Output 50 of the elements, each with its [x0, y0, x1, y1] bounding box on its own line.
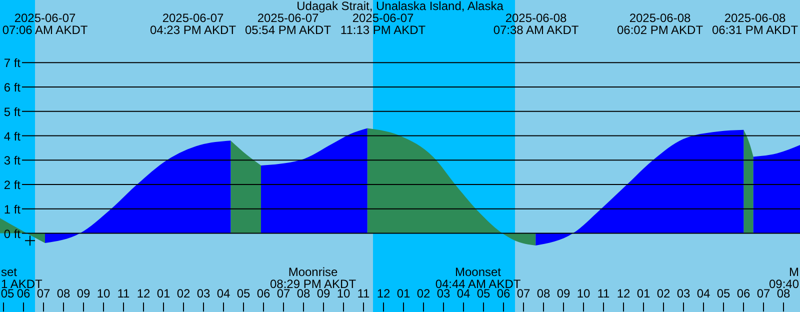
- y-tick-label: 2 ft: [4, 178, 22, 192]
- annotation: 2025-06-07 11:13 PM AKDT: [340, 11, 426, 37]
- x-tick-label: 03: [676, 286, 690, 300]
- y-tick-label: 1 ft: [4, 202, 22, 216]
- x-tick-label: 10: [576, 286, 590, 300]
- x-tick-label: 02: [416, 286, 430, 300]
- y-tick-label: 5 ft: [4, 104, 22, 119]
- y-tick-label: 3 ft: [4, 154, 22, 168]
- x-tick-label: 05: [476, 286, 490, 300]
- x-tick-label: 01: [156, 286, 170, 300]
- x-tick-label: 04: [456, 286, 470, 300]
- x-tick-label: 07: [36, 286, 50, 300]
- x-tick-label: 06: [16, 286, 30, 300]
- x-tick-label: 05: [0, 286, 14, 300]
- x-tick-label: 06: [736, 286, 750, 300]
- y-tick-label: 4 ft: [4, 129, 22, 144]
- annotation: 2025-06-07 05:54 PM AKDT: [244, 11, 332, 37]
- annotation: 2025-06-07 04:23 PM AKDT: [150, 11, 237, 37]
- y-tick-label: 7 ft: [4, 56, 22, 70]
- x-tick-label: 12: [376, 286, 390, 300]
- x-tick-label: 08: [536, 286, 550, 300]
- x-tick-label: 09: [556, 286, 570, 300]
- x-tick-label: 05: [236, 286, 250, 300]
- x-tick-label: 11: [117, 286, 130, 300]
- x-tick-label: 05: [716, 286, 730, 300]
- x-tick-label: 04: [216, 286, 230, 300]
- x-tick-label: 09: [316, 286, 330, 300]
- x-tick-label: 08: [296, 286, 310, 300]
- x-tick-label: 10: [336, 286, 350, 300]
- x-tick-label: 06: [496, 286, 510, 300]
- x-tick-label: 08: [56, 286, 70, 300]
- x-tick-label: 06: [256, 286, 270, 300]
- x-tick-label: 11: [597, 286, 610, 300]
- x-tick-label: 12: [136, 286, 150, 300]
- x-tick-label: 11: [357, 286, 370, 300]
- x-tick-label: 02: [656, 286, 670, 300]
- x-tick-label: 07: [516, 286, 530, 300]
- x-tick-label: 10: [96, 286, 110, 300]
- x-tick-label: 04: [696, 286, 710, 300]
- annotation: 2025-06-08 06:02 PM AKDT: [616, 11, 704, 37]
- x-tick-label: 03: [196, 286, 210, 300]
- chart-title: Udagak Strait, Unalaska Island, Alaska: [296, 0, 504, 13]
- x-tick-label: 12: [616, 286, 630, 300]
- y-tick-label: 6 ft: [4, 80, 22, 95]
- x-tick-label: 01: [636, 286, 650, 300]
- x-tick-label: 02: [176, 286, 190, 300]
- annotation: 2025-06-08 06:31 PM AKDT: [712, 11, 799, 37]
- x-tick-label: 01: [396, 286, 410, 300]
- x-tick-label: 09: [76, 286, 90, 300]
- x-tick-label: 07: [756, 286, 770, 300]
